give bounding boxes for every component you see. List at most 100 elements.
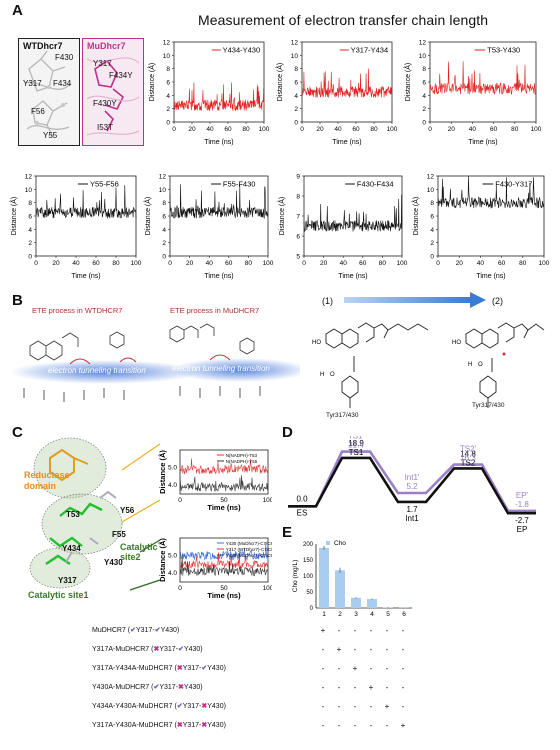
wt-res-2: F434 (53, 79, 72, 88)
x-tick-label: 20 (186, 260, 194, 267)
mutant-cell: + (368, 683, 374, 692)
y-axis-label: Distance (Å) (147, 63, 156, 102)
y-tick-label: 2 (422, 106, 426, 113)
x-axis-label: Time (ns) (207, 503, 241, 512)
y-tick-label: 12 (291, 40, 299, 47)
y-tick-label: 6 (28, 214, 32, 221)
y-tick-label: 4 (28, 227, 32, 234)
x-tick-label: 100 (263, 497, 272, 504)
cho-bar-chart: 0 50 100 150 200 Cho (mg/L) 1 2 3 4 5 6 Cho (292, 540, 412, 618)
panel-letter-d: D (282, 424, 293, 441)
wt-state-label: TS1 (349, 448, 364, 457)
series-line (437, 175, 545, 209)
x-tick-label: 20 (188, 126, 196, 133)
mutant-cell: - (369, 626, 373, 635)
x-tick-label: 0 (168, 260, 172, 267)
wt-energy-path (288, 456, 536, 515)
x-tick-label: 40 (206, 260, 214, 267)
mutant-cell: + (400, 721, 406, 730)
wt-energy-value: 18.9 (348, 439, 364, 448)
wt-tunnel-glow (10, 360, 200, 384)
ete-scheme (10, 323, 300, 402)
y-tick-label: 9 (296, 174, 300, 181)
x-tick-label: 20 (52, 260, 60, 267)
y-axis-label: Distance (Å) (403, 63, 412, 102)
mutant-cell: - (353, 626, 357, 635)
y-axis-label: Distance (Å) (411, 197, 420, 236)
x-tick-label: 80 (379, 260, 387, 267)
c-plot-top: 0 50 100 Time (ns) Distance (Å) 4.0 5.0 N(NADPH… (158, 449, 272, 512)
x-axis-label: Time (ns) (204, 273, 233, 280)
legend-label: Y434-Y430 (223, 46, 261, 55)
wt-state-label: ES (297, 508, 308, 517)
y-tick-label: 12 (419, 40, 427, 47)
y-tick-label: 8 (166, 66, 170, 73)
y-axis-label: Distance (Å) (158, 538, 167, 582)
catalytic-site1-label: Catalytic site1 (28, 590, 89, 600)
y-tick-label: 7 (296, 214, 300, 221)
x-tick-label: 50 (220, 497, 228, 504)
mutant-cell: - (385, 626, 389, 635)
mutant-cell: - (385, 664, 389, 673)
x-axis-label: Time (ns) (207, 591, 241, 600)
y-tick-label: 10 (291, 53, 299, 60)
y-tick-label: 12 (25, 174, 33, 181)
x-tick-label: 0 (178, 585, 182, 592)
mu-state-label: Int1' (405, 473, 420, 482)
series-line (169, 184, 269, 219)
md-plot-y434-y430: 0 2 4 6 8 10 12 0 20 40 60 80 100 Time (ns) Distance (… (147, 40, 270, 147)
mutant-cell: - (353, 702, 357, 711)
x-tick-label: 100 (387, 126, 398, 133)
mu-tunnel-label: electron tunneling transition (172, 364, 270, 373)
y-axis-label: Distance (Å) (143, 197, 152, 236)
y-tick-label: 8 (294, 66, 298, 73)
x-tick-label: 60 (498, 260, 506, 267)
y-tick-label: 2 (162, 240, 166, 247)
y-tick-label: 4 (294, 93, 298, 100)
legend-label: F430-Y317 (495, 180, 532, 189)
panel-letter-b: B (12, 292, 23, 309)
wt-state-label: TS2 (461, 458, 476, 467)
y-tick-label: 0 (430, 254, 434, 261)
mu-res-2: F430Y (93, 99, 117, 108)
x-tick-label: 6 (402, 611, 406, 618)
md-plot-t53-y430: 0 2 4 6 8 10 12 0 20 40 60 80 100 Time (ns) Distance (… (403, 40, 542, 147)
mu-state-label: TS1' (348, 436, 365, 441)
c-label-y430: Y430 (104, 558, 123, 567)
c-label-f55: F55 (112, 530, 126, 539)
y-tick-label: 0 (28, 254, 32, 261)
y-tick-label: 150 (303, 558, 314, 564)
legend-label: N(NADPH)-T53 (226, 453, 258, 458)
y-tick-label: 4.0 (168, 570, 177, 577)
bar (367, 599, 377, 608)
y-tick-label: 0 (162, 254, 166, 261)
svg-text:H: H (320, 372, 324, 378)
x-tick-label: 0 (300, 126, 304, 133)
bar (335, 570, 345, 608)
x-tick-label: 20 (456, 260, 464, 267)
y-tick-label: 8 (430, 200, 434, 207)
legend-swatch (326, 541, 330, 545)
legend-label: Y430 (MuDhcr7)-C7/C8 (226, 553, 272, 558)
x-tick-label: 100 (539, 260, 550, 267)
mu-ete-title: ETE process in MuDHCR7 (170, 306, 260, 315)
y-tick-label: 12 (163, 40, 171, 47)
y-tick-label: 10 (159, 187, 167, 194)
mu-res-3: I53T (97, 123, 114, 132)
y-tick-label: 10 (419, 53, 427, 60)
x-tick-label: 40 (334, 126, 342, 133)
mu-res-1: F434Y (109, 71, 133, 80)
plot-frame (179, 449, 269, 495)
x-tick-label: 60 (224, 126, 232, 133)
mutant-cell: - (321, 645, 325, 654)
x-tick-label: 1 (322, 611, 326, 618)
y-tick-label: 4 (166, 93, 170, 100)
y-tick-label: 4 (162, 227, 166, 234)
wt-state-label: EP (517, 525, 528, 534)
x-tick-label: 100 (259, 126, 270, 133)
x-axis-label: Time (ns) (332, 139, 361, 146)
catalytic-structure (29, 437, 123, 589)
x-tick-label: 0 (428, 126, 432, 133)
x-tick-label: 80 (511, 126, 519, 133)
x-tick-label: 60 (352, 126, 360, 133)
